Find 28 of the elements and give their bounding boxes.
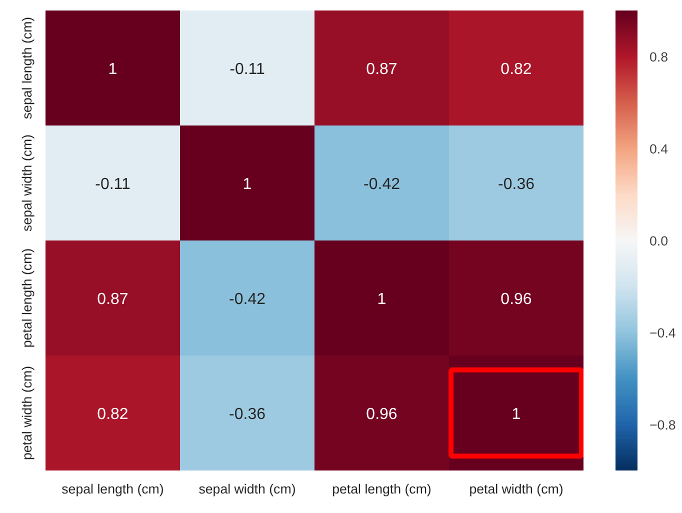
data-label: 0.87 — [366, 61, 398, 78]
data-label: 1 — [377, 291, 386, 308]
data-label: -0.42 — [229, 291, 266, 308]
y-tick-label: petal length (cm) — [20, 248, 34, 348]
data-label: -0.11 — [95, 176, 130, 193]
y-tick-label: sepal width (cm) — [20, 134, 34, 232]
color-bar-label: −0.8 — [650, 418, 676, 432]
data-label: 0.96 — [366, 406, 398, 423]
data-label: 0.82 — [97, 406, 128, 423]
x-tick-label: sepal width (cm) — [198, 482, 296, 496]
data-label: -0.42 — [364, 176, 400, 193]
color-bar-label: 0.0 — [650, 234, 668, 248]
y-tick-label: sepal length (cm) — [20, 16, 34, 120]
data-label: -0.36 — [229, 406, 266, 423]
data-label: 1 — [108, 61, 118, 78]
data-label: 0.82 — [500, 61, 532, 78]
x-tick-label: petal length (cm) — [332, 482, 432, 496]
x-tick-label: sepal length (cm) — [62, 482, 164, 496]
color-bar-label: −0.4 — [650, 326, 676, 340]
x-tick-label: petal width (cm) — [469, 482, 564, 496]
data-label: -0.36 — [498, 176, 535, 193]
data-label: 0.96 — [500, 291, 532, 308]
data-label: 0.87 — [97, 291, 128, 308]
color-bar-label: 0.8 — [650, 50, 668, 64]
data-label: 1 — [512, 406, 521, 423]
color-bar-label: 0.4 — [650, 142, 669, 156]
data-label: -0.11 — [230, 61, 265, 78]
data-label: 1 — [242, 176, 252, 193]
